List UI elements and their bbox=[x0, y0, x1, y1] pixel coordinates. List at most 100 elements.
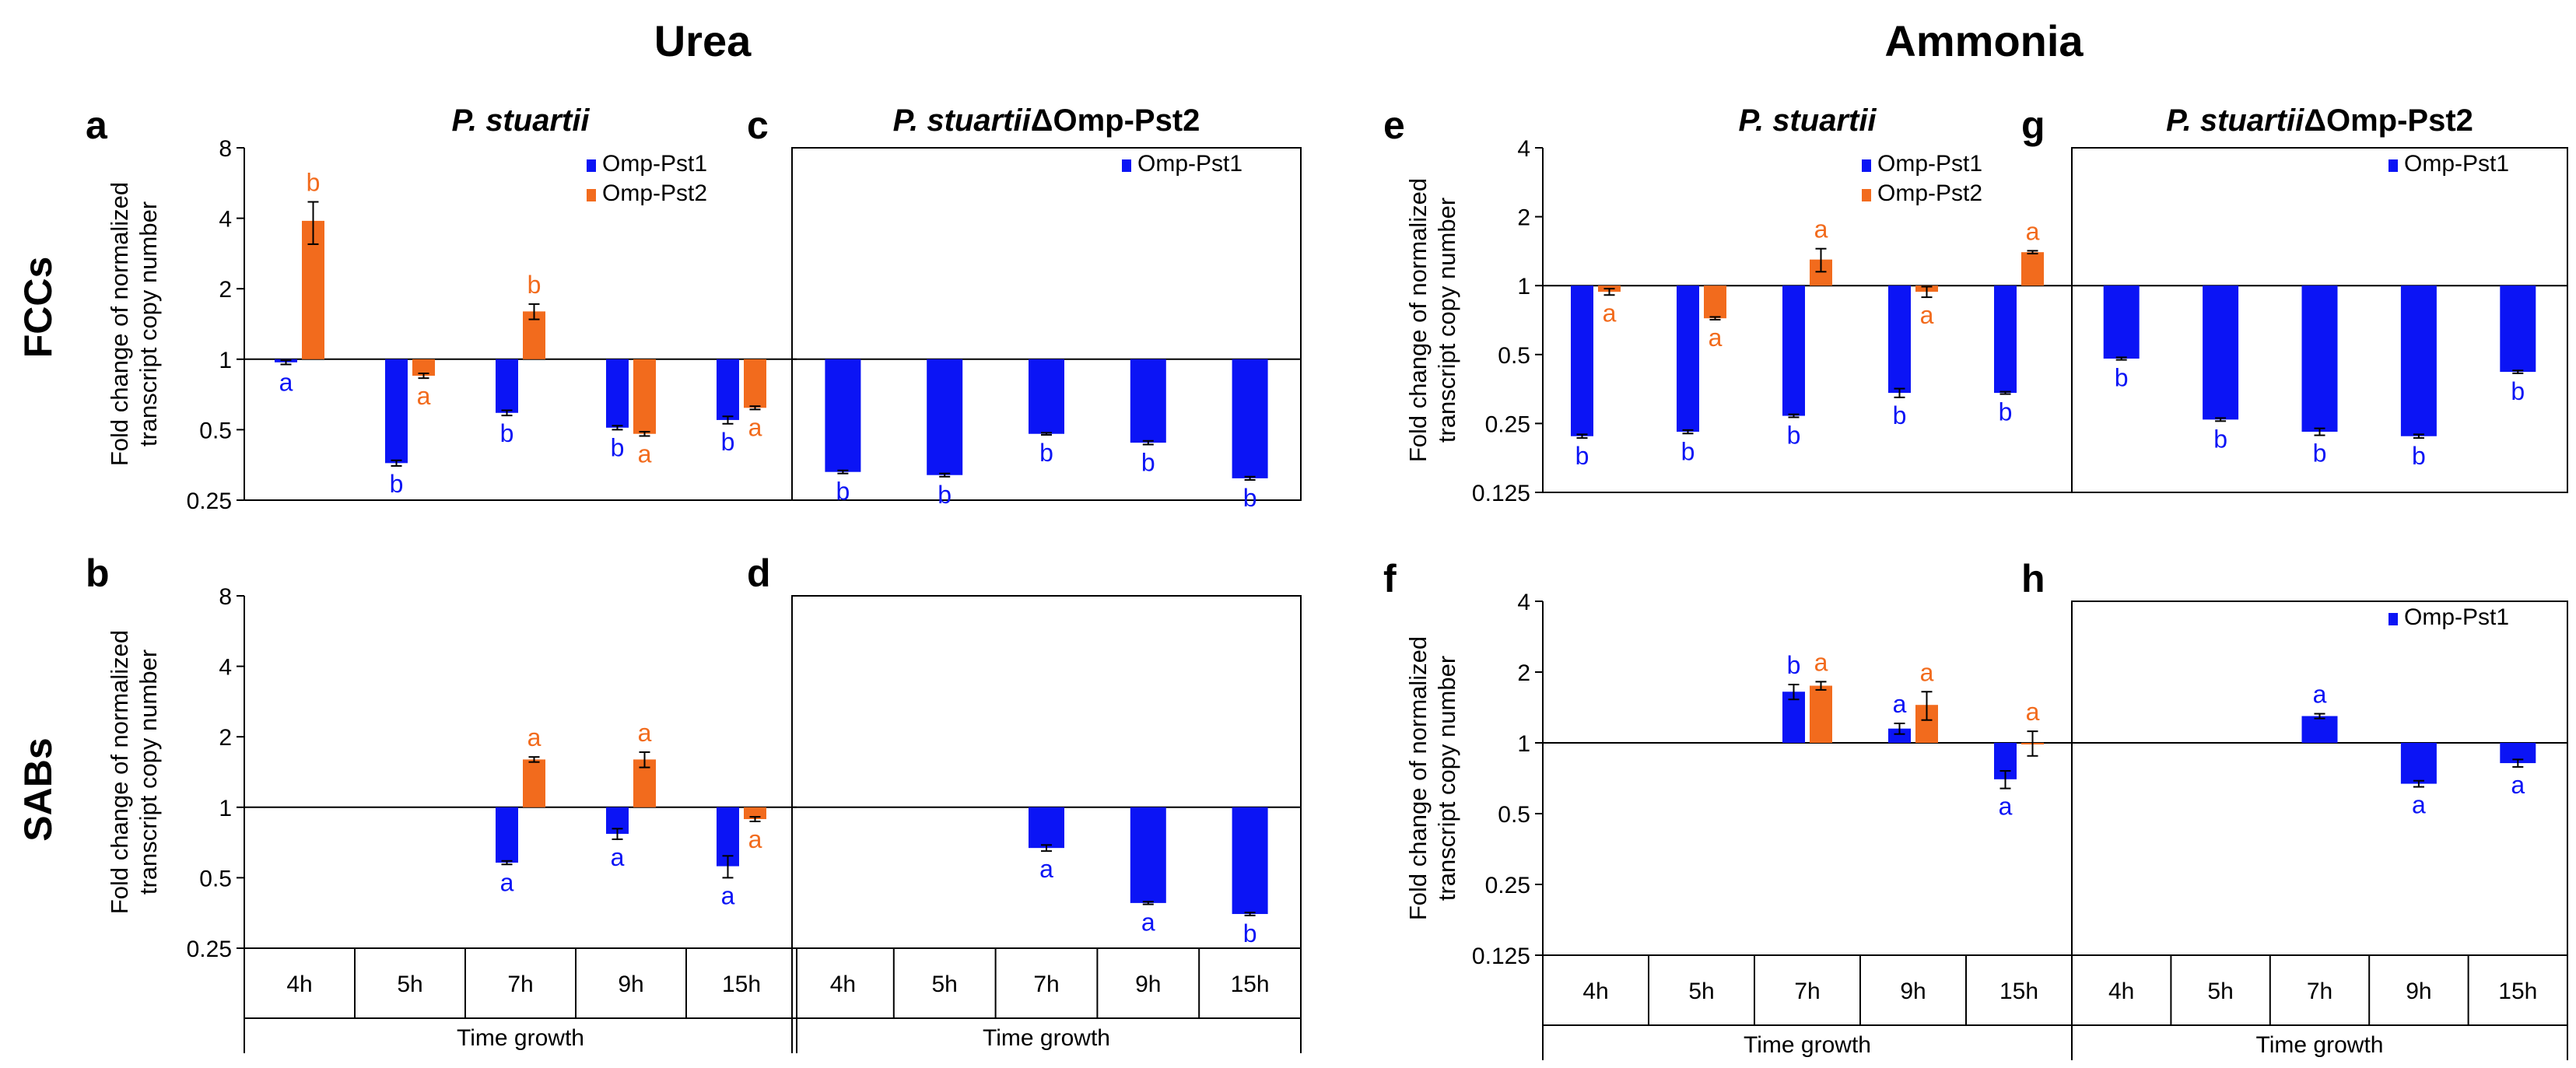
bar-omp-pst1-7h bbox=[1029, 359, 1064, 434]
significance-letter: b bbox=[1141, 449, 1155, 477]
significance-letter: b bbox=[836, 478, 850, 506]
significance-letter: a bbox=[748, 413, 762, 441]
legend-swatch bbox=[1862, 159, 1871, 172]
significance-letter: b bbox=[1243, 484, 1257, 512]
bar-omp-pst2-7h bbox=[523, 759, 545, 807]
legend-label: Omp-Pst2 bbox=[602, 180, 707, 206]
y-tick-label: 4 bbox=[219, 655, 232, 681]
x-axis-label: Time growth bbox=[2256, 1032, 2384, 1058]
panel-title: P. stuartiiΔOmp-Pst2 bbox=[893, 103, 1200, 138]
legend-swatch bbox=[1862, 189, 1871, 201]
significance-letter: a bbox=[638, 719, 652, 747]
bar-omp-pst1-7h bbox=[1782, 285, 1805, 416]
significance-letter: a bbox=[611, 843, 625, 871]
bar-omp-pst1-9h bbox=[1130, 807, 1166, 903]
x-tick-label-7h: 7h bbox=[2307, 979, 2332, 1004]
legend-label: Omp-Pst1 bbox=[1877, 151, 1982, 177]
panel-e: e P. stuartii 0.125 0.25 0.5 1 2 4 Fold change o… bbox=[1383, 103, 2072, 506]
panel-title-strain: ΔOmp-Pst2 bbox=[2304, 103, 2473, 138]
x-tick-label-4h: 4h bbox=[286, 972, 312, 997]
header-urea: Urea bbox=[654, 16, 752, 65]
x-tick-label-7h: 7h bbox=[507, 972, 533, 997]
legend-label: Omp-Pst1 bbox=[602, 151, 707, 177]
significance-letter: b bbox=[1999, 398, 2013, 426]
bar-omp-pst1-5h bbox=[927, 359, 963, 475]
y-tick-label: 8 bbox=[219, 136, 232, 162]
panel-title: P. stuartiiΔOmp-Pst2 bbox=[2166, 103, 2473, 138]
significance-letter: b bbox=[1039, 439, 1053, 467]
bar-omp-pst1-15h bbox=[1232, 359, 1268, 478]
bar-omp-pst1-7h bbox=[2301, 716, 2338, 743]
plot-frame bbox=[2071, 601, 2568, 956]
y-axis-label-line1: Fold change of normalized bbox=[1404, 636, 1432, 920]
significance-letter: b bbox=[938, 481, 952, 509]
y-tick-label: 0.25 bbox=[187, 488, 232, 514]
significance-letter: a bbox=[1920, 658, 1934, 686]
panel-label: g bbox=[2021, 103, 2045, 147]
y-tick-label: 0.5 bbox=[1498, 802, 1530, 828]
x-axis-label: Time growth bbox=[1744, 1032, 1871, 1058]
legend-swatch bbox=[2388, 159, 2398, 172]
bar-omp-pst1-9h bbox=[1130, 359, 1166, 443]
bar-omp-pst1-15h bbox=[2500, 285, 2536, 373]
bar-omp-pst1-15h bbox=[1994, 285, 2017, 394]
panel-label: h bbox=[2021, 557, 2045, 601]
significance-letter: b bbox=[500, 419, 514, 447]
significance-letter: b bbox=[1681, 437, 1695, 465]
panel-title-species: P. stuartii bbox=[451, 103, 590, 138]
bar-omp-pst1-7h bbox=[496, 359, 518, 413]
legend-swatch bbox=[587, 189, 596, 201]
significance-letter: b bbox=[307, 169, 321, 197]
y-tick-label: 8 bbox=[219, 584, 232, 610]
panel-title-strain: ΔOmp-Pst2 bbox=[1031, 103, 1200, 138]
y-tick-label: 0.5 bbox=[199, 418, 232, 443]
panel-label: c bbox=[747, 103, 769, 147]
panel-b: b 0.25 0.5 1 2 4 8 Fold change of normalized tra… bbox=[86, 552, 797, 1053]
x-tick-label-15h: 15h bbox=[722, 972, 761, 997]
header-ammonia: Ammonia bbox=[1884, 16, 2084, 65]
bar-omp-pst1-15h bbox=[1232, 807, 1268, 915]
x-axis-label: Time growth bbox=[983, 1025, 1110, 1051]
x-tick-label-5h: 5h bbox=[397, 972, 422, 997]
panel-c: c P. stuartiiΔOmp-Pst2 b b b b b Omp-Pst1 bbox=[747, 103, 1302, 512]
x-tick-label-9h: 9h bbox=[1135, 972, 1161, 997]
y-axis-label-line2: transcript copy number bbox=[135, 650, 162, 895]
bar-omp-pst1-9h bbox=[1888, 728, 1911, 743]
legend-swatch bbox=[587, 159, 596, 172]
significance-letter: a bbox=[1039, 855, 1053, 883]
y-tick-label: 1 bbox=[219, 796, 232, 821]
panel-title-species: P. stuartii bbox=[893, 103, 1032, 138]
legend-label: Omp-Pst2 bbox=[1877, 180, 1982, 206]
significance-letter: a bbox=[1141, 909, 1155, 937]
y-tick-label: 1 bbox=[1517, 274, 1530, 299]
significance-letter: a bbox=[500, 868, 514, 896]
bar-omp-pst1-5h bbox=[2203, 285, 2239, 420]
bar-omp-pst2-15h bbox=[744, 807, 766, 820]
significance-letter: a bbox=[279, 369, 293, 397]
significance-letter: b bbox=[611, 433, 625, 461]
panel-a: a P. stuartii 0.25 0.5 1 2 4 8 Fold change of no… bbox=[86, 103, 797, 514]
bar-omp-pst1-9h bbox=[2400, 743, 2437, 784]
bar-omp-pst1-7h bbox=[2301, 285, 2338, 432]
plot-frame bbox=[2071, 147, 2568, 493]
x-tick-label-9h: 9h bbox=[618, 972, 643, 997]
significance-letter: a bbox=[2026, 217, 2040, 245]
y-tick-label: 2 bbox=[219, 277, 232, 303]
legend-label: Omp-Pst1 bbox=[2404, 604, 2509, 630]
significance-letter: a bbox=[638, 439, 652, 467]
legend-swatch bbox=[2388, 613, 2398, 625]
y-tick-label: 2 bbox=[219, 725, 232, 751]
significance-letter: b bbox=[1787, 421, 1801, 449]
bar-omp-pst2-5h bbox=[412, 359, 435, 376]
legend-swatch bbox=[1122, 159, 1131, 172]
bar-omp-pst1-9h bbox=[606, 359, 629, 428]
x-tick-label-4h: 4h bbox=[830, 972, 856, 997]
significance-letter: a bbox=[748, 825, 762, 853]
significance-letter: b bbox=[721, 428, 735, 456]
significance-letter: a bbox=[1920, 301, 1934, 329]
significance-letter: a bbox=[2412, 791, 2426, 819]
significance-letter: a bbox=[1999, 793, 2013, 821]
significance-letter: b bbox=[2412, 442, 2426, 470]
y-axis-label-line1: Fold change of normalized bbox=[1404, 178, 1432, 462]
x-tick-label-9h: 9h bbox=[2406, 979, 2431, 1004]
